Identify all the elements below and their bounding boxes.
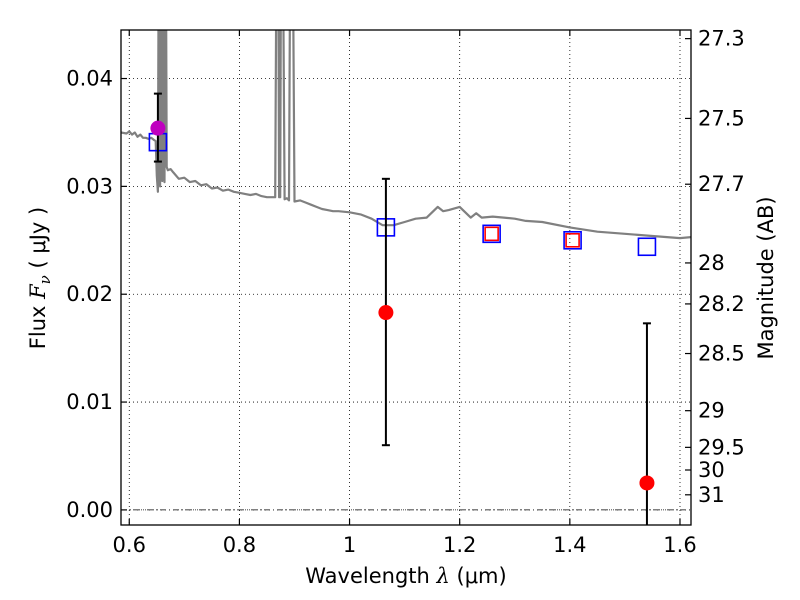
observed-flux-point: [639, 475, 655, 491]
plot-area: [121, 30, 691, 525]
inner-band-square: [484, 226, 499, 242]
model-sed-line: [121, 30, 691, 240]
y-tick-label: 0.01: [66, 390, 113, 414]
x-axis-title: Wavelength λ (μm): [305, 564, 506, 588]
inner-band-square: [565, 232, 580, 248]
x-tick-label: 1: [343, 533, 356, 557]
y-tick-label: 0.00: [66, 498, 113, 522]
magnitude-tick-label: 28.5: [698, 342, 745, 366]
model-band-square: [563, 230, 582, 250]
magnitude-tick-label: 31: [698, 483, 725, 507]
x-tick-label: 0.6: [113, 533, 146, 557]
observed-flux-point: [150, 120, 166, 136]
model-band-square: [637, 237, 657, 257]
magnitude-tick-label: 27.7: [698, 172, 745, 196]
magnitude-tick-label: 27.3: [698, 27, 745, 51]
magnitude-tick-label: 27.5: [698, 106, 745, 130]
model-band-square: [482, 224, 501, 244]
x-tick-label: 0.8: [223, 533, 256, 557]
x-tick-label: 1.2: [443, 533, 476, 557]
y-tick-label: 0.02: [66, 282, 113, 306]
right-y-axis-title: Magnitude (AB): [754, 196, 778, 359]
x-tick-label: 1.4: [553, 533, 586, 557]
magnitude-tick-label: 28.2: [698, 292, 745, 316]
plot-frame: [120, 29, 692, 526]
axis-ticks: 0.6 0.8 1 1.2 1.4 1.6 0.00 0.01 0.02 0.03 0.04 27.3…: [66, 27, 745, 557]
magnitude-tick-label: 28: [698, 251, 725, 275]
magnitude-tick-label: 29.5: [698, 435, 745, 459]
grid-lines: [121, 30, 691, 525]
x-tick-label: 1.6: [663, 533, 696, 557]
y-tick-label: 0.03: [66, 174, 113, 198]
observed-flux-point: [378, 305, 394, 321]
magnitude-tick-label: 30: [698, 458, 725, 482]
y-tick-label: 0.04: [66, 67, 113, 91]
y-axis-title: Flux Fν ( μJy ): [26, 207, 54, 349]
magnitude-tick-label: 29: [698, 399, 725, 423]
